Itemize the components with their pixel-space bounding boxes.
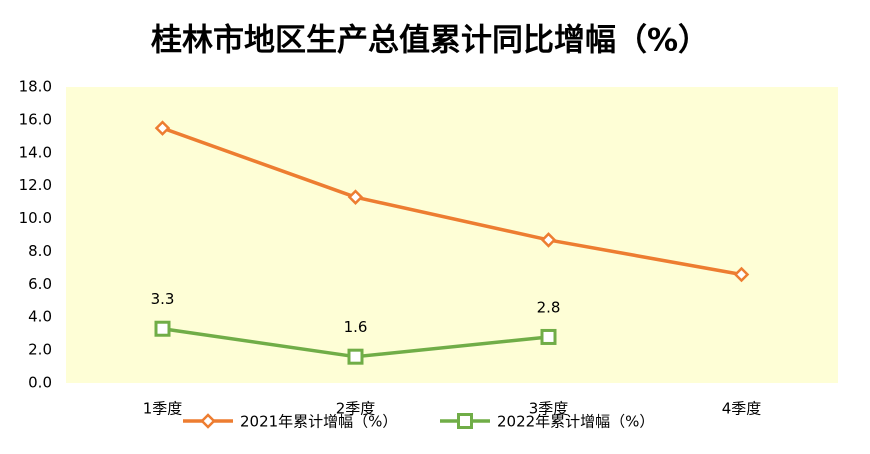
legend-label: 2021年累计增幅（%） [240,413,397,431]
legend-marker [457,413,473,429]
data-label: 1.6 [344,318,368,336]
legend-marker [200,413,216,429]
point-marker [154,320,171,337]
y-tick-label: 14.0 [19,143,52,161]
y-tick-label: 8.0 [28,242,52,260]
plot-area [66,87,838,383]
point-marker [540,232,557,248]
point-marker [540,328,557,345]
y-tick-label: 18.0 [19,78,52,96]
point-marker [733,266,750,283]
data-label: 3.3 [151,290,175,308]
point-marker [154,120,171,136]
y-tick-label: 12.0 [19,176,52,194]
y-tick-label: 2.0 [28,341,52,359]
y-tick-label: 0.0 [28,374,52,392]
legend-label: 2022年累计增幅（%） [497,413,654,431]
chart-title: 桂林市地区生产总值累计同比增幅（%） [151,23,709,59]
x-tick-label: 4季度 [722,400,762,418]
series-line [161,126,742,277]
y-tick-label: 4.0 [28,308,52,326]
y-tick-label: 6.0 [28,275,52,293]
point-marker [347,348,364,365]
x-tick-label: 3季度 [529,400,569,418]
point-marker [347,189,364,205]
y-tick-label: 10.0 [19,209,52,227]
y-tick-label: 16.0 [19,110,52,128]
data-label: 2.8 [537,298,561,316]
x-tick-label: 2季度 [336,400,376,418]
x-tick-label: 1季度 [143,400,183,418]
